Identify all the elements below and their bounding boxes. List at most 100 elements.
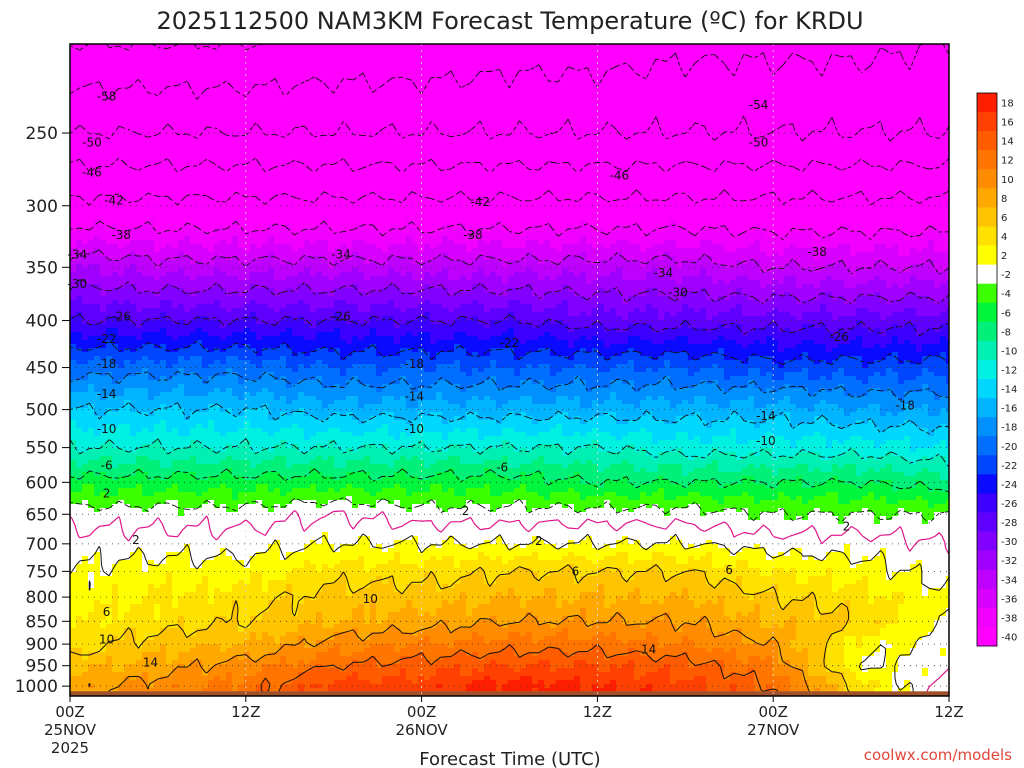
field-cell [70,156,77,161]
field-cell [130,112,137,117]
field-cell [124,568,131,573]
field-cell [118,388,125,393]
field-cell [190,212,197,217]
field-cell [220,344,227,349]
field-cell [208,632,215,637]
field-cell [142,452,149,457]
field-cell [124,404,131,409]
field-cell [160,516,167,521]
field-cell [100,224,107,229]
field-cell [196,116,203,121]
field-cell [124,656,131,661]
field-cell [136,460,143,465]
field-cell [250,256,257,261]
field-cell [238,196,245,201]
field-cell [178,304,185,309]
field-cell [196,80,203,85]
field-cell [226,148,233,153]
field-cell [172,556,179,561]
field-cell [190,676,197,681]
field-cell [94,84,101,89]
field-cell [178,356,185,361]
field-cell [124,508,131,513]
field-cell [172,664,179,669]
field-cell [172,64,179,69]
field-cell [190,348,197,353]
field-cell [196,464,203,469]
field-cell [208,384,215,389]
field-cell [190,296,197,301]
field-cell [178,68,185,73]
field-cell [220,360,227,365]
field-cell [76,464,83,469]
field-cell [244,248,251,253]
field-cell [244,124,251,129]
field-cell [130,152,137,157]
field-cell [244,296,251,301]
field-cell [82,572,89,577]
field-cell [118,596,125,601]
field-cell [232,248,239,253]
field-cell [244,108,251,113]
field-cell [214,76,221,81]
field-cell [88,64,95,69]
field-cell [148,68,155,73]
field-cell [238,124,245,129]
field-cell [124,408,131,413]
field-cell [136,456,143,461]
field-cell [232,360,239,365]
field-cell [250,192,257,197]
field-cell [250,388,257,393]
field-cell [220,680,227,685]
field-cell [202,276,209,281]
field-cell [178,656,185,661]
field-cell [112,492,119,497]
field-cell [238,348,245,353]
field-cell [76,436,83,441]
field-cell [136,336,143,341]
field-cell [214,412,221,417]
field-cell [178,608,185,613]
field-cell [148,280,155,285]
field-cell [190,484,197,489]
field-cell [184,384,191,389]
field-cell [130,456,137,461]
field-cell [226,464,233,469]
field-cell [148,616,155,621]
field-cell [166,544,173,549]
field-cell [232,300,239,305]
field-cell [166,232,173,237]
field-cell [154,356,161,361]
field-cell [184,296,191,301]
field-cell [244,528,251,533]
field-cell [70,148,77,153]
field-cell [214,224,221,229]
field-cell [82,116,89,121]
field-cell [106,80,113,85]
field-cell [124,60,131,65]
field-cell [190,612,197,617]
field-cell [208,236,215,241]
field-cell [190,64,197,69]
field-cell [166,416,173,421]
field-cell [130,64,137,69]
field-cell [160,508,167,513]
field-cell [70,304,77,309]
field-cell [118,336,125,341]
field-cell [154,336,161,341]
field-cell [178,76,185,81]
field-cell [88,336,95,341]
field-cell [82,112,89,117]
field-cell [142,296,149,301]
field-cell [232,460,239,465]
field-cell [154,248,161,253]
field-cell [184,260,191,265]
field-cell [172,276,179,281]
field-cell [160,428,167,433]
field-cell [214,572,221,577]
field-cell [154,568,161,573]
field-cell [196,344,203,349]
field-cell [214,672,221,677]
field-cell [94,460,101,465]
field-cell [244,492,251,497]
